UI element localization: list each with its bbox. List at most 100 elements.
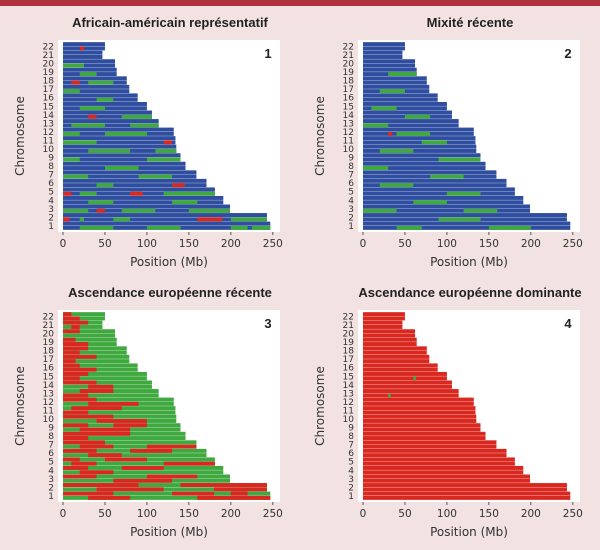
chromosome-13-haplotype-1 <box>63 119 159 124</box>
chromosome-18-haplotype-1 <box>63 76 127 81</box>
y-tick-label: 13 <box>43 119 54 129</box>
segment-native <box>63 397 97 402</box>
chromosome-2-haplotype-1 <box>363 213 567 218</box>
y-tick-label: 12 <box>343 128 354 138</box>
y-tick-label: 22 <box>343 312 354 322</box>
chromosome-12-haplotype-1 <box>63 397 174 402</box>
chromosome-8-haplotype-1 <box>363 431 486 436</box>
y-tick-label: 12 <box>43 398 54 408</box>
chromosome-9-haplotype-2 <box>63 157 181 162</box>
segment-european <box>130 123 159 128</box>
segment-native <box>79 470 114 475</box>
y-tick-label: 19 <box>43 338 55 348</box>
segment-european <box>104 166 139 171</box>
chromosome-7-haplotype-1 <box>363 440 497 445</box>
y-tick-label: 4 <box>48 466 54 476</box>
chromosome-10-haplotype-1 <box>363 414 477 419</box>
segment-native <box>96 418 147 423</box>
segment-native <box>121 465 164 470</box>
plot-frame <box>58 40 280 232</box>
segment-native <box>88 453 122 458</box>
chromosome-16-haplotype-2 <box>363 97 438 102</box>
segment-native <box>63 359 76 364</box>
chromosome-4-haplotype-2 <box>63 200 224 205</box>
y-tick-label: 1 <box>348 222 354 232</box>
chromosome-1-haplotype-2 <box>363 495 571 500</box>
chromosome-2-haplotype-1 <box>63 213 267 218</box>
chromosome-7-haplotype-1 <box>63 170 197 175</box>
y-tick-label: 19 <box>343 68 355 78</box>
y-tick-label: 17 <box>43 355 54 365</box>
segment-native <box>96 208 105 213</box>
chromosome-3-haplotype-1 <box>363 474 531 479</box>
chromosome-11-haplotype-1 <box>63 136 176 141</box>
y-tick-label: 1 <box>48 222 54 232</box>
chromosome-22-haplotype-1 <box>363 312 405 317</box>
chromosome-13-haplotype-1 <box>363 119 459 124</box>
x-tick-label: 100 <box>137 238 157 250</box>
chromosome-22-haplotype-2 <box>363 46 405 51</box>
chromosome-18-haplotype-2 <box>63 350 127 355</box>
segment-european <box>438 217 481 222</box>
chromosome-15-haplotype-1 <box>363 371 447 376</box>
chromosome-9-haplotype-1 <box>63 153 181 158</box>
chromosome-8-haplotype-2 <box>363 166 486 171</box>
segment-european <box>88 80 114 85</box>
y-tick-label: 2 <box>348 213 354 223</box>
chromosome-3-haplotype-1 <box>363 204 531 209</box>
y-tick-label: 4 <box>348 196 354 206</box>
chromosome-20-haplotype-1 <box>363 59 416 64</box>
chromosome-3-haplotype-2 <box>363 208 531 213</box>
y-tick-label: 21 <box>43 51 54 61</box>
segment-european <box>388 72 417 77</box>
chromosome-8-haplotype-2 <box>63 436 186 441</box>
y-axis-label: Chromosome <box>313 366 327 446</box>
x-tick-label: 0 <box>360 238 367 250</box>
chromosome-12-haplotype-1 <box>63 127 174 132</box>
y-axis-label: Chromosome <box>13 96 27 176</box>
y-tick-label: 20 <box>343 330 355 340</box>
chromosome-22-haplotype-1 <box>63 42 105 47</box>
y-tick-label: 12 <box>43 128 54 138</box>
chromosome-20-haplotype-2 <box>63 63 116 68</box>
y-tick-label: 16 <box>343 364 355 374</box>
y-tick-label: 8 <box>48 162 54 172</box>
chromosome-4-haplotype-1 <box>363 465 524 470</box>
segment-european <box>121 114 152 119</box>
x-tick-label: 50 <box>398 238 411 250</box>
y-tick-label: 9 <box>348 424 354 434</box>
segment-native <box>63 423 89 428</box>
segment-native <box>146 474 198 479</box>
segment-european <box>413 200 447 205</box>
segment-european <box>363 208 397 213</box>
chromosome-21-haplotype-2 <box>63 324 103 329</box>
chart-panel-2: Mixité récente12345678910111213141516171… <box>313 15 583 269</box>
x-tick-label: 50 <box>398 508 411 520</box>
chromosome-4-haplotype-1 <box>363 195 524 200</box>
chromosome-22-haplotype-1 <box>363 42 405 47</box>
segment-native <box>71 80 80 85</box>
chromosome-17-haplotype-2 <box>363 359 430 364</box>
chromosome-7-haplotype-1 <box>363 170 497 175</box>
chromosome-9-haplotype-2 <box>363 427 481 432</box>
segment-native <box>63 337 76 342</box>
segment-native <box>63 436 89 441</box>
segment-native <box>88 495 131 500</box>
segment-european <box>63 208 89 213</box>
chromosome-6-haplotype-1 <box>363 178 507 183</box>
segment-european <box>63 63 84 68</box>
segment-european <box>63 157 80 162</box>
chromosome-21-haplotype-2 <box>363 324 403 329</box>
y-tick-label: 22 <box>343 42 354 52</box>
chromosome-9-haplotype-1 <box>363 423 481 428</box>
segment-european <box>113 217 131 222</box>
segment-european <box>379 148 414 153</box>
y-tick-label: 9 <box>48 424 54 434</box>
chromosome-6-haplotype-2 <box>63 453 207 458</box>
segment-native <box>104 457 147 462</box>
chromosome-20-haplotype-1 <box>63 59 116 64</box>
plot-frame <box>358 40 580 232</box>
y-tick-label: 14 <box>43 111 55 121</box>
x-tick-label: 200 <box>221 238 241 250</box>
segment-native <box>63 448 97 453</box>
